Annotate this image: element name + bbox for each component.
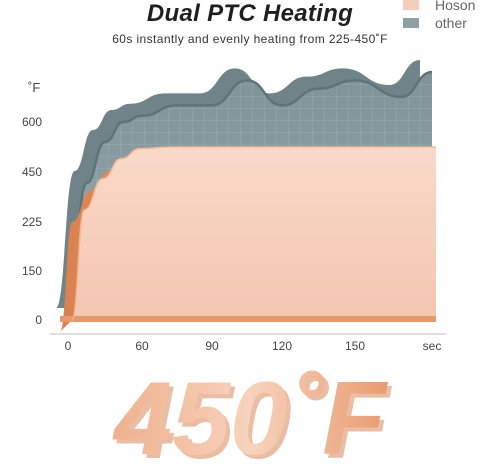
x-tick-label: 150 [345, 339, 365, 353]
x-tick-label: 90 [205, 339, 219, 353]
x-tick-label: 60 [135, 339, 149, 353]
legend-label-other: other [435, 15, 467, 31]
hoson-series-base [60, 316, 436, 322]
y-tick-label: 450 [22, 165, 42, 179]
y-axis-unit-label: ˚F [28, 80, 40, 95]
chart-title: Dual PTC Heating [146, 0, 354, 27]
other-series-line [66, 70, 433, 322]
y-tick-label: 600 [22, 115, 42, 129]
hoson-series-area [72, 147, 436, 320]
chart-subtitle: 60s instantly and evenly heating from 22… [112, 32, 388, 46]
y-tick-label: 150 [22, 264, 42, 278]
legend: Hoson other [403, 0, 475, 32]
x-tick-label: 120 [272, 339, 292, 353]
legend-swatch-other [403, 18, 419, 28]
y-tick-label: 225 [22, 215, 42, 229]
legend-item-other: other [403, 14, 475, 32]
heating-chart: ˚F 0 150 225 450 600 0 60 90 120 150 sec [22, 60, 446, 353]
legend-item-hoson: Hoson [403, 0, 475, 14]
temperature-hero: 450˚F 450˚F [112, 362, 392, 472]
hoson-series-line [71, 146, 436, 321]
x-tick-label: 0 [65, 339, 72, 353]
legend-label-hoson: Hoson [435, 0, 476, 13]
legend-swatch-hoson [403, 0, 419, 10]
temperature-hero-shadow: 450˚F [116, 365, 392, 472]
x-tick-label: sec [423, 339, 442, 353]
temperature-hero-text: 450˚F [112, 362, 388, 472]
y-tick-label: 0 [35, 313, 42, 327]
